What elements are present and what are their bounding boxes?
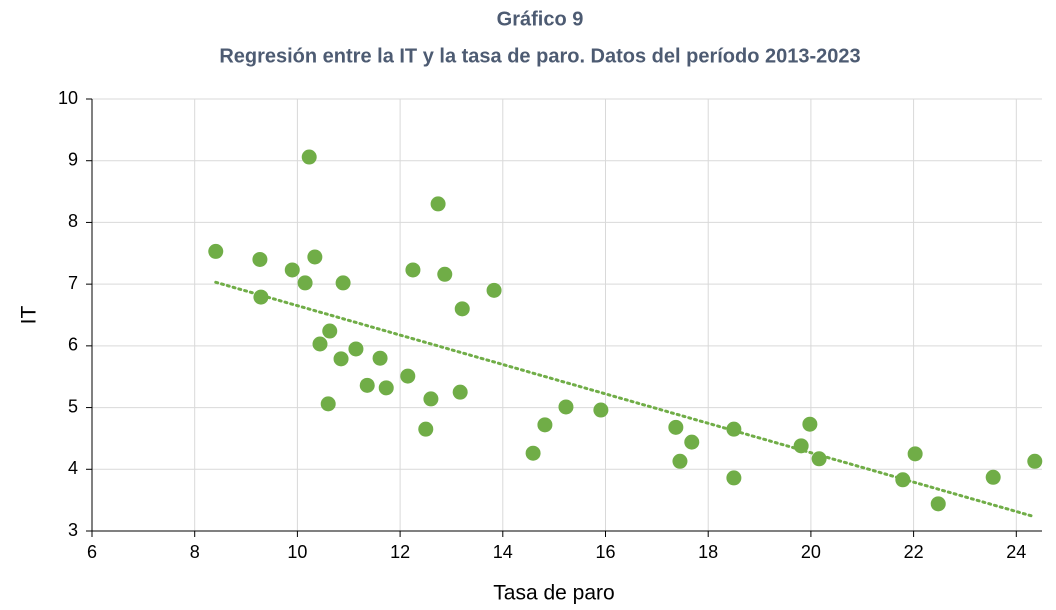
point xyxy=(418,421,434,437)
point xyxy=(811,451,827,467)
point xyxy=(672,453,688,469)
point xyxy=(400,368,416,384)
point xyxy=(322,323,338,339)
point xyxy=(405,262,421,278)
point xyxy=(537,417,553,433)
x-axis-label: Tasa de paro xyxy=(493,582,614,605)
point xyxy=(301,149,317,165)
point xyxy=(297,275,313,291)
trendline xyxy=(214,280,1037,519)
point xyxy=(558,399,574,415)
point xyxy=(252,251,268,267)
x-tick-label: 10 xyxy=(287,542,307,562)
point xyxy=(284,262,300,278)
point xyxy=(802,416,818,432)
point xyxy=(1027,453,1043,469)
point xyxy=(208,243,224,259)
x-tick-label: 18 xyxy=(698,542,718,562)
point xyxy=(307,249,323,265)
y-tick-label: 9 xyxy=(68,149,78,169)
y-tick-label: 6 xyxy=(68,335,78,355)
point xyxy=(333,351,349,367)
x-tick-label: 8 xyxy=(190,542,200,562)
y-tick-label: 5 xyxy=(68,396,78,416)
point xyxy=(593,402,609,418)
point xyxy=(372,350,388,366)
point xyxy=(335,275,351,291)
point xyxy=(320,396,336,412)
y-tick-label: 7 xyxy=(68,273,78,293)
point xyxy=(430,196,446,212)
point xyxy=(423,391,439,407)
point xyxy=(525,445,541,461)
y-tick-label: 4 xyxy=(68,458,78,478)
point xyxy=(930,496,946,512)
x-tick-label: 14 xyxy=(493,542,513,562)
point xyxy=(486,282,502,298)
y-tick-label: 3 xyxy=(68,520,78,540)
point xyxy=(437,266,453,282)
x-tick-label: 12 xyxy=(390,542,410,562)
y-tick-label: 8 xyxy=(68,211,78,231)
y-axis-label: IT xyxy=(18,306,41,325)
point xyxy=(668,419,684,435)
point xyxy=(726,421,742,437)
chart-title: Gráfico 9 xyxy=(497,8,584,30)
y-tick-label: 10 xyxy=(58,88,78,108)
point xyxy=(907,446,923,462)
point xyxy=(454,301,470,317)
point xyxy=(348,341,364,357)
x-tick-label: 20 xyxy=(801,542,821,562)
point xyxy=(726,470,742,486)
x-tick-label: 22 xyxy=(904,542,924,562)
point xyxy=(359,377,375,393)
x-tick-label: 24 xyxy=(1006,542,1026,562)
point xyxy=(378,380,394,396)
point xyxy=(985,469,1001,485)
point xyxy=(684,434,700,450)
point xyxy=(312,336,328,352)
x-tick-label: 16 xyxy=(595,542,615,562)
point xyxy=(452,384,468,400)
x-tick-label: 6 xyxy=(87,542,97,562)
chart-subtitle: Regresión entre la IT y la tasa de paro.… xyxy=(219,45,860,67)
